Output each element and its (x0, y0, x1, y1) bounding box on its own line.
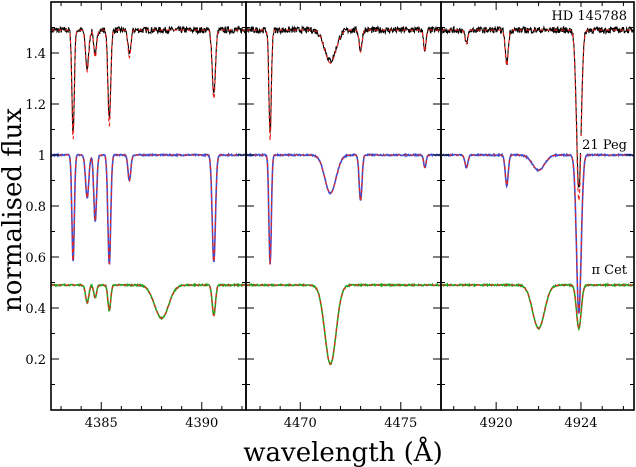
star-label-background (585, 261, 627, 278)
observed--cet-panel-2 (246, 282, 441, 366)
observed-21-peg-panel-2 (246, 152, 441, 265)
model-hd-145788-panel-3 (441, 29, 634, 201)
x-tick-label: 4470 (284, 416, 317, 431)
panel-1-traces (51, 25, 246, 321)
model-21-peg-panel-2 (246, 154, 441, 265)
observed-21-peg-panel-3 (441, 152, 634, 314)
model-hd-145788-panel-1 (51, 29, 246, 140)
model-21-peg-panel-1 (51, 154, 246, 266)
x-tick-label: 4385 (85, 416, 118, 431)
panel-2-traces (246, 24, 441, 366)
y-tick-label: 0.8 (25, 200, 46, 215)
panel-1-frame (50, 1, 247, 411)
model--cet-panel-1 (51, 284, 246, 319)
y-tick-label: 1.2 (25, 98, 46, 113)
model-21-peg-panel-3 (441, 154, 634, 314)
star-label-background (577, 136, 627, 153)
star-label-background (556, 7, 627, 24)
star-label: π Cet (591, 263, 627, 278)
panel-2-frame (245, 1, 442, 411)
x-tick-label: 4475 (384, 416, 417, 431)
model-hd-145788-panel-2 (246, 29, 441, 141)
model--cet-panel-3 (441, 284, 634, 330)
x-tick-label: 4390 (185, 416, 218, 431)
y-axis-title: normalised flux (0, 108, 28, 312)
observed-21-peg-panel-1 (51, 152, 246, 265)
x-tick-label: 4924 (564, 416, 597, 431)
observed--cet-panel-3 (441, 282, 634, 332)
observed-hd-145788-panel-1 (51, 25, 246, 132)
model--cet-panel-2 (246, 284, 441, 365)
y-tick-label: 0.6 (25, 251, 46, 266)
y-tick-label: 1 (38, 149, 46, 164)
observed-hd-145788-panel-3 (441, 25, 634, 188)
x-tick-label: 4920 (480, 416, 513, 431)
star-label: 21 Peg (582, 138, 627, 153)
panel-3-frame (440, 1, 635, 411)
y-tick-label: 1.4 (25, 47, 46, 62)
x-axis-title: wavelength (Å) (243, 436, 442, 467)
star-label: HD 145788 (551, 9, 627, 24)
observed-hd-145788-panel-2 (246, 24, 441, 133)
panel-3-traces (441, 25, 634, 332)
y-tick-label: 0.2 (25, 353, 46, 368)
y-tick-label: 0.4 (25, 302, 46, 317)
